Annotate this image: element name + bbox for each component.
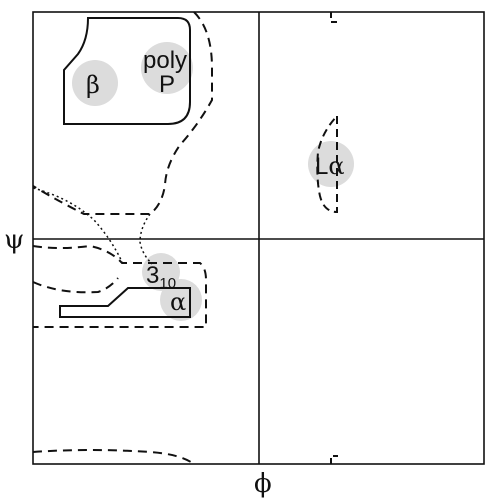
lalpha-label-greek: α — [328, 152, 344, 180]
alpha-dashed-inner — [32, 277, 119, 294]
bottom-left-dashed-region — [32, 449, 195, 465]
top-edge-contour — [330, 12, 340, 23]
x-axis-label: ϕ — [254, 469, 272, 499]
bridge-dotted-path-right — [139, 213, 153, 265]
beta-label: β — [86, 71, 100, 99]
lalpha-marker — [308, 141, 354, 187]
bottom-edge-contour — [330, 455, 338, 464]
three10-label: 310 — [146, 262, 176, 292]
polyp-marker — [141, 42, 193, 94]
three10-label-sub: 10 — [159, 275, 176, 292]
alpha-solid-region — [59, 287, 191, 318]
alpha-dashed-region — [32, 244, 207, 328]
y-axis-label: ψ — [4, 225, 24, 255]
beta-marker — [72, 60, 118, 106]
three10-label-main: 3 — [146, 262, 159, 289]
alpha-marker — [160, 279, 202, 321]
polyp-label-line1: poly — [143, 47, 187, 74]
lalpha-label-prefix: L — [315, 153, 328, 180]
lalpha-label: Lα — [315, 152, 345, 180]
polyp-label-line2: P — [159, 71, 175, 98]
lalpha-dashed-region — [316, 115, 338, 214]
beta-polyp-solid-region — [63, 17, 191, 125]
beta-dashed-region — [32, 11, 213, 215]
alpha-label: α — [170, 288, 186, 316]
bridge-dotted-path-left — [32, 187, 124, 265]
